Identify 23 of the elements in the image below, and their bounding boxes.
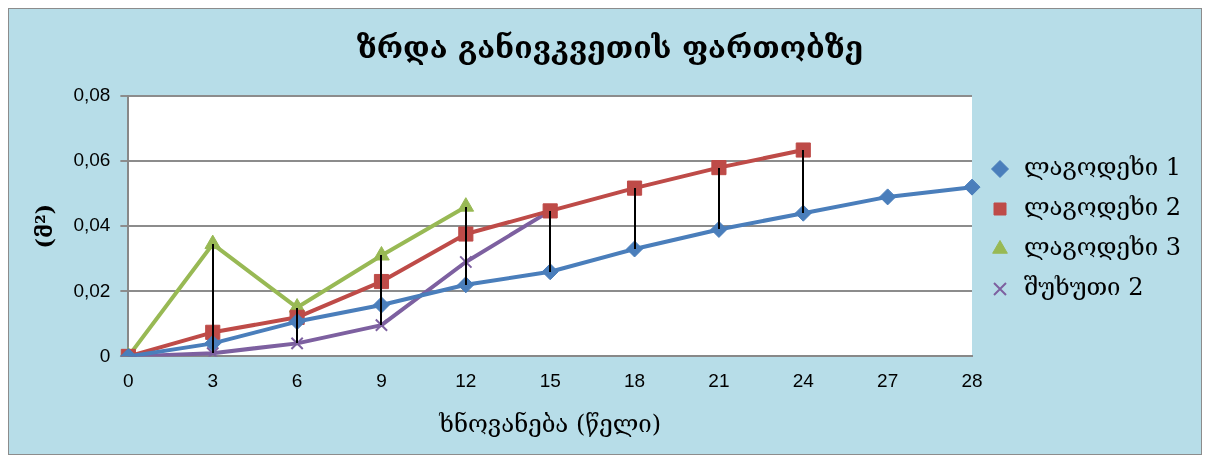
legend-label: ლაგოდეხი 2	[1024, 193, 1181, 222]
y-tick-label: 0,08	[73, 84, 111, 106]
x-tick-label: 12	[455, 370, 477, 392]
x-tick-label: 24	[792, 370, 815, 392]
x-tick-label: 21	[708, 370, 730, 392]
x-tick-label: 28	[961, 370, 983, 392]
y-tick-label: 0	[99, 344, 111, 366]
legend-label: ლაგოდეხი 3	[1024, 233, 1181, 262]
x-axis-title: ხნოვანება (წელი)	[438, 409, 662, 438]
x-tick-label: 15	[539, 370, 561, 392]
y-axis-title: (მ²)	[30, 203, 57, 249]
legend-label: ლაგოდეხი 1	[1024, 153, 1181, 182]
x-tick-label: 27	[877, 370, 899, 392]
x-tick-label: 3	[207, 370, 219, 392]
x-tick-label: 18	[623, 370, 646, 392]
x-tick-label: 0	[123, 370, 134, 392]
chart-title: ზრდა განივკვეთის ფართობზე	[356, 29, 864, 65]
x-tick-label: 6	[291, 370, 303, 392]
y-tick-label: 0,06	[73, 149, 111, 171]
y-tick-label: 0,04	[73, 214, 111, 236]
legend-label: შუხუთი 2	[1024, 273, 1144, 302]
y-tick-label: 0,02	[73, 279, 111, 301]
x-tick-label: 9	[376, 370, 387, 392]
